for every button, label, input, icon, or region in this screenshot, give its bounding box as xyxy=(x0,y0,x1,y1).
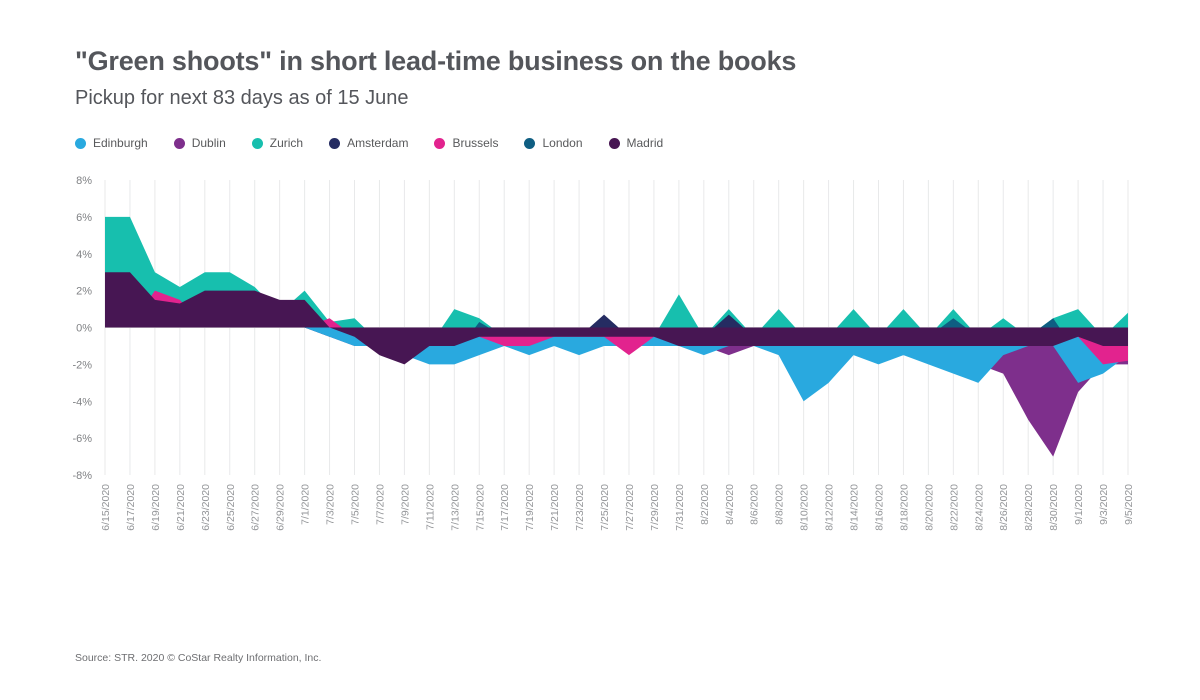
x-axis-label: 7/15/2020 xyxy=(474,484,486,531)
x-axis-label: 7/7/2020 xyxy=(374,484,386,525)
legend-item-edinburgh: Edinburgh xyxy=(75,136,148,150)
y-axis-label: -2% xyxy=(72,359,92,371)
legend: Edinburgh Dublin Zurich Amsterdam Brussels Lo… xyxy=(75,136,1200,150)
y-axis-label: 4% xyxy=(76,249,92,261)
x-axis-label: 8/8/2020 xyxy=(774,484,786,525)
y-axis-label: -6% xyxy=(72,433,92,445)
y-axis-label: 0% xyxy=(76,323,92,335)
x-axis-label: 6/23/2020 xyxy=(200,484,212,531)
y-axis-label: 6% xyxy=(76,212,92,224)
x-axis-label: 7/1/2020 xyxy=(300,484,312,525)
legend-label: Zurich xyxy=(269,136,304,150)
x-axis-label: 7/3/2020 xyxy=(325,484,337,525)
x-axis-label: 8/24/2020 xyxy=(973,484,985,531)
legend-label: Madrid xyxy=(626,136,664,150)
chart-title: "Green shoots" in short lead-time busine… xyxy=(75,46,797,76)
legend-item-london: London xyxy=(524,136,583,150)
x-axis-label: 9/3/2020 xyxy=(1098,484,1110,525)
legend-item-zurich: Zurich xyxy=(251,136,304,150)
legend-label: Brussels xyxy=(452,136,499,150)
x-axis-label: 8/16/2020 xyxy=(873,484,885,531)
x-axis-label: 7/9/2020 xyxy=(399,484,411,525)
y-axis-label: 2% xyxy=(76,286,92,298)
x-axis-label: 7/31/2020 xyxy=(674,484,686,531)
legend-item-dublin: Dublin xyxy=(173,136,226,150)
x-axis-label: 9/5/2020 xyxy=(1123,484,1135,525)
x-axis-label: 8/20/2020 xyxy=(923,484,935,531)
y-axis-label: -4% xyxy=(72,396,92,408)
legend-item-madrid: Madrid xyxy=(608,136,664,150)
pickup-area-chart: 8% 6% 4% 2% 0% -2% -4% -6% -8% 6/15/2020 6/17/2020… xyxy=(72,175,1135,531)
x-axis-label: 8/6/2020 xyxy=(749,484,761,525)
x-axis-label: 6/15/2020 xyxy=(100,484,112,531)
legend-dot-dublin xyxy=(173,137,185,149)
x-axis-label: 8/18/2020 xyxy=(898,484,910,531)
x-axis-label: 8/4/2020 xyxy=(724,484,736,525)
chart-area: 8% 6% 4% 2% 0% -2% -4% -6% -8% 6/15/2020 6/17/2020… xyxy=(0,168,1200,573)
x-axis-label: 7/17/2020 xyxy=(499,484,511,531)
x-axis-label: 6/21/2020 xyxy=(175,484,187,531)
y-axis-label: 8% xyxy=(76,175,92,187)
x-axis-label: 8/2/2020 xyxy=(699,484,711,525)
chart-header: "Green shoots" in short lead-time busine… xyxy=(0,0,1200,110)
x-axis-label: 6/19/2020 xyxy=(150,484,162,531)
x-axis-label: 7/25/2020 xyxy=(599,484,611,531)
legend-dot-zurich xyxy=(251,137,263,149)
x-axis-label: 6/29/2020 xyxy=(275,484,287,531)
legend-dot-brussels xyxy=(434,137,446,149)
x-axis-label: 8/10/2020 xyxy=(799,484,811,531)
x-axis-label: 7/13/2020 xyxy=(449,484,461,531)
legend-label: Edinburgh xyxy=(93,136,148,150)
legend-item-amsterdam: Amsterdam xyxy=(329,136,408,150)
x-axis-label: 6/25/2020 xyxy=(225,484,237,531)
x-axis-label: 8/14/2020 xyxy=(849,484,861,531)
y-axis-label: -8% xyxy=(72,470,92,482)
x-axis-label: 8/26/2020 xyxy=(998,484,1010,531)
x-axis-label: 8/22/2020 xyxy=(948,484,960,531)
area-madrid xyxy=(105,272,1128,365)
legend-label: London xyxy=(542,136,583,150)
x-axis-label: 7/19/2020 xyxy=(524,484,536,531)
x-axis-label: 7/11/2020 xyxy=(424,484,436,530)
x-axis-label: 8/30/2020 xyxy=(1048,484,1060,531)
legend-dot-madrid xyxy=(608,137,620,149)
legend-dot-edinburgh xyxy=(75,137,86,149)
source-note: Source: STR. 2020 © CoStar Realty Inform… xyxy=(75,652,322,664)
x-axis-label: 6/27/2020 xyxy=(250,484,262,531)
x-axis-label: 7/5/2020 xyxy=(350,484,362,525)
x-axis-label: 7/21/2020 xyxy=(549,484,561,531)
x-axis-label: 6/17/2020 xyxy=(125,484,137,531)
legend-label: Amsterdam xyxy=(347,136,409,150)
x-axis-label: 7/29/2020 xyxy=(649,484,661,531)
x-axis-label: 8/28/2020 xyxy=(1023,484,1035,531)
legend-dot-london xyxy=(524,137,536,149)
x-axis-label: 9/1/2020 xyxy=(1073,484,1085,525)
legend-dot-amsterdam xyxy=(329,137,341,149)
x-axis-label: 8/12/2020 xyxy=(824,484,836,531)
legend-item-brussels: Brussels xyxy=(434,136,498,150)
x-axis-label: 7/23/2020 xyxy=(574,484,586,531)
legend-label: Dublin xyxy=(191,136,226,150)
chart-subtitle: Pickup for next 83 days as of 15 June xyxy=(75,87,409,109)
x-axis-label: 7/27/2020 xyxy=(624,484,636,531)
